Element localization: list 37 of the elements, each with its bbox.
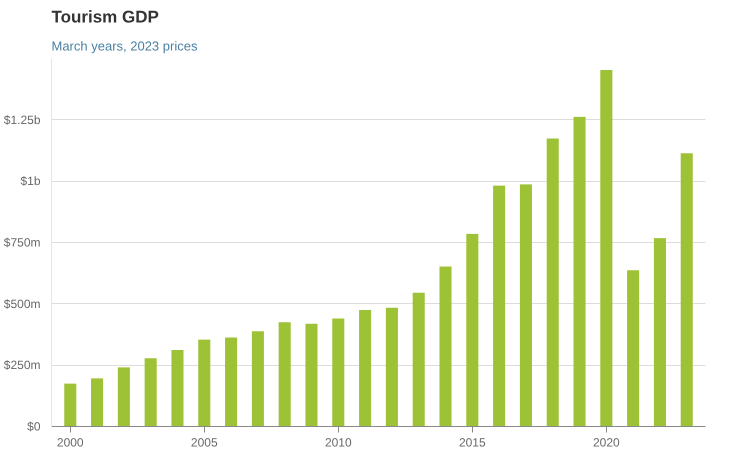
y-tick-label: $1.25b: [4, 112, 41, 127]
x-tick-label: 2000: [56, 436, 84, 450]
bar: [466, 234, 478, 426]
bar: [91, 378, 104, 426]
x-tick-label: 2005: [190, 436, 218, 450]
bar: [386, 308, 398, 426]
bar: [359, 310, 372, 426]
y-tick-label: $250m: [4, 358, 41, 372]
y-tick-label: $0: [27, 420, 41, 434]
bar: [573, 116, 586, 426]
bar: [198, 340, 210, 426]
x-tick-label: 2015: [458, 436, 486, 450]
bar: [64, 384, 76, 426]
x-tick-label: 2010: [324, 436, 352, 450]
chart-subtitle: March years, 2023 prices: [52, 38, 198, 54]
bar: [252, 331, 264, 426]
bar: [439, 266, 452, 426]
bar: [305, 324, 318, 426]
y-tick-label: $1b: [20, 174, 41, 188]
bar: [600, 70, 612, 426]
y-tick-label: $750m: [4, 236, 41, 250]
bar: [654, 238, 666, 426]
chart-title: Tourism GDP: [52, 8, 159, 26]
bar: [118, 367, 130, 426]
bar: [546, 138, 559, 426]
bar: [332, 318, 344, 426]
bar: [520, 184, 532, 426]
bar: [412, 292, 425, 426]
x-tick-label: 2020: [592, 436, 620, 450]
bar: [627, 270, 640, 426]
bar: [278, 322, 291, 426]
bar: [680, 153, 693, 426]
bar: [225, 337, 238, 426]
bar: [493, 186, 506, 426]
bar: [144, 358, 157, 426]
y-tick-label: $500m: [4, 296, 41, 311]
bar: [171, 350, 184, 426]
